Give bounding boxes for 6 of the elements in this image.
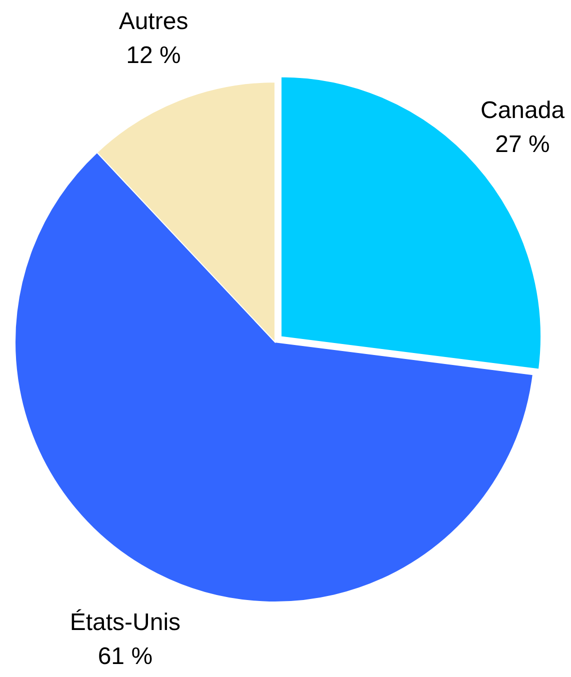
slice-label: Autres [118,8,188,36]
data-label: 61 % [98,643,153,670]
slice-label: Canada [480,96,566,124]
data-label: 12 % [126,42,181,70]
slice-label: États-Unis [70,609,181,636]
data-label: 27 % [495,130,550,158]
